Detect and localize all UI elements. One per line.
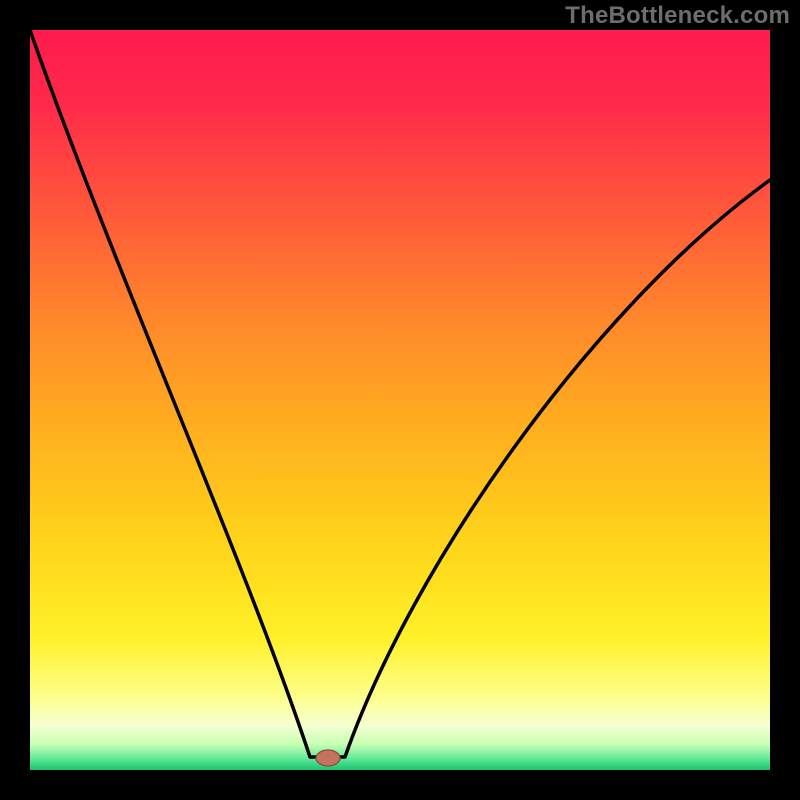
chart-svg <box>0 0 800 800</box>
plot-background-gradient <box>30 30 770 770</box>
chart-frame: TheBottleneck.com <box>0 0 800 800</box>
optimal-point-marker <box>316 750 340 766</box>
watermark-text: TheBottleneck.com <box>565 2 790 30</box>
